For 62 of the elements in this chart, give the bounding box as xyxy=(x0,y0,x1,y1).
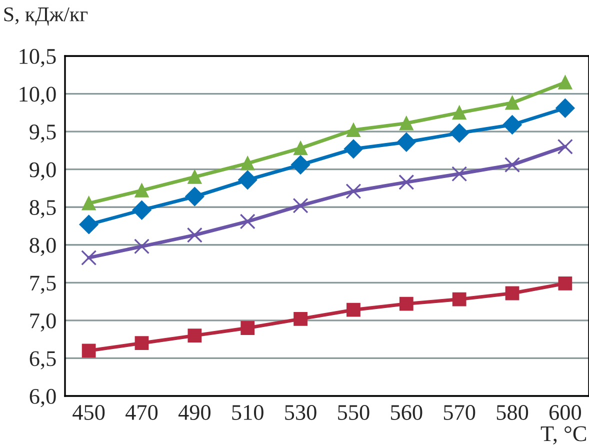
y-tick-label: 8,5 xyxy=(30,200,56,218)
y-axis-title: S, кДж/кг xyxy=(4,7,88,26)
x-tick-label: 470 xyxy=(126,404,158,420)
x-axis-title: T, °C xyxy=(540,426,586,444)
point xyxy=(558,76,572,90)
point xyxy=(399,116,414,130)
point xyxy=(505,286,520,300)
point xyxy=(452,292,466,306)
point xyxy=(396,132,416,152)
point xyxy=(240,321,255,335)
y-tick-label: 9,5 xyxy=(30,124,56,143)
y-tick-label: 10,0 xyxy=(20,86,56,105)
point xyxy=(186,227,202,243)
point xyxy=(346,183,362,200)
x-tick-label: 560 xyxy=(391,404,422,420)
point xyxy=(188,328,202,342)
y-tick-label: 7,5 xyxy=(30,276,56,294)
point xyxy=(556,98,575,118)
point xyxy=(240,156,255,170)
x-tick-label: 580 xyxy=(496,404,528,420)
point xyxy=(185,187,204,206)
point xyxy=(188,170,202,184)
point xyxy=(82,196,96,210)
point xyxy=(344,139,363,158)
x-tick-label: 550 xyxy=(338,404,370,420)
point xyxy=(132,200,152,220)
point xyxy=(502,115,522,134)
y-tick-label: 7,0 xyxy=(30,313,56,332)
point xyxy=(82,344,96,358)
y-tick-label: 6,5 xyxy=(30,351,56,370)
x-tick-label: 510 xyxy=(232,404,264,420)
y-tick-label: 8,0 xyxy=(30,238,56,256)
point xyxy=(452,106,466,120)
point xyxy=(81,250,97,266)
x-tick-label: 450 xyxy=(72,404,105,420)
point xyxy=(452,166,468,182)
point xyxy=(398,174,414,190)
point xyxy=(134,238,150,254)
point xyxy=(346,302,360,317)
point xyxy=(292,198,308,214)
point xyxy=(294,312,308,326)
point xyxy=(505,96,520,110)
y-tick-label: 10,5 xyxy=(20,48,56,68)
x-tick-label: 490 xyxy=(178,404,210,420)
point xyxy=(557,138,573,154)
point xyxy=(238,170,258,190)
point xyxy=(558,276,572,290)
x-tick-label: 530 xyxy=(285,404,316,420)
x-tick-label: 600 xyxy=(549,404,581,420)
point xyxy=(399,296,414,311)
point xyxy=(294,141,308,156)
point xyxy=(240,214,256,230)
y-tick-label: 6,0 xyxy=(30,388,56,408)
point xyxy=(504,157,520,173)
point xyxy=(346,123,360,137)
point xyxy=(450,124,469,143)
point xyxy=(134,336,149,350)
point xyxy=(79,214,98,234)
point xyxy=(134,184,149,198)
point xyxy=(291,155,310,174)
y-tick-label: 9,0 xyxy=(30,162,56,180)
x-tick-label: 570 xyxy=(444,404,476,420)
